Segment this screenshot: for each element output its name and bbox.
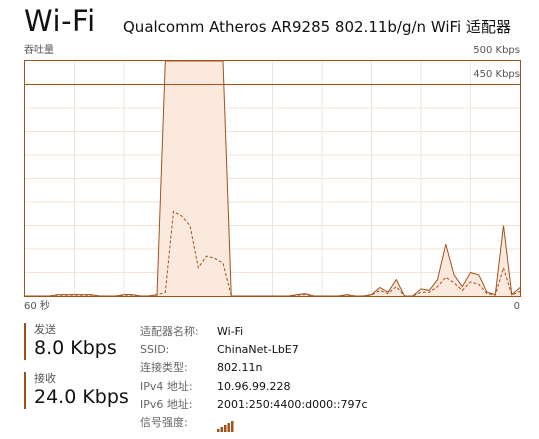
detail-key: 适配器名称:: [140, 325, 199, 338]
chart-frame: [24, 60, 521, 297]
receive-metric: 接收 24.0 Kbps: [24, 372, 129, 409]
detail-key: IPv4 地址:: [140, 379, 193, 393]
detail-row-ssid: SSID: ChinaNet-LbE7: [140, 341, 368, 359]
detail-row-signal: 信号强度:: [140, 414, 368, 433]
detail-value: Wi-Fi: [217, 325, 244, 338]
detail-row-ipv4: IPv4 地址: 10.96.99.228: [140, 378, 368, 396]
detail-key: 连接类型:: [140, 361, 188, 375]
detail-row-ipv6: IPv6 地址: 2001:250:4400:d000::797c: [140, 396, 368, 414]
receive-label: 接收: [34, 372, 56, 385]
throughput-label: 吞吐量: [24, 45, 54, 56]
detail-value: 10.96.99.228: [217, 379, 291, 393]
time-start-label: 60 秒: [24, 301, 50, 312]
detail-value: [217, 414, 235, 433]
detail-value: 2001:250:4400:d000::797c: [217, 397, 368, 411]
detail-key: 信号强度:: [140, 416, 188, 430]
send-label: 发送: [34, 323, 56, 336]
adapter-details: 适配器名称: Wi-Fi SSID: ChinaNet-LbE7 连接类型: 8…: [140, 323, 368, 433]
detail-row-connection-type: 连接类型: 802.11n: [140, 359, 368, 377]
detail-key: SSID:: [140, 343, 170, 357]
detail-value: ChinaNet-LbE7: [217, 343, 299, 357]
detail-value: 802.11n: [217, 361, 263, 375]
reference-line-label: 450 Kbps: [473, 69, 520, 80]
adapter-name: Qualcomm Atheros AR9285 802.11b/g/n WiFi…: [123, 18, 511, 36]
signal-strength-icon: [217, 421, 234, 433]
max-throughput-label: 500 Kbps: [473, 45, 520, 56]
receive-value: 24.0 Kbps: [34, 386, 129, 408]
detail-row-adapter: 适配器名称: Wi-Fi: [140, 323, 368, 341]
send-metric: 发送 8.0 Kbps: [24, 323, 117, 360]
chart-grid: [25, 61, 520, 296]
page-title: Wi-Fi: [24, 4, 96, 38]
send-value: 8.0 Kbps: [34, 337, 117, 359]
detail-key: IPv6 地址:: [140, 397, 193, 411]
time-end-label: 0: [513, 301, 520, 312]
